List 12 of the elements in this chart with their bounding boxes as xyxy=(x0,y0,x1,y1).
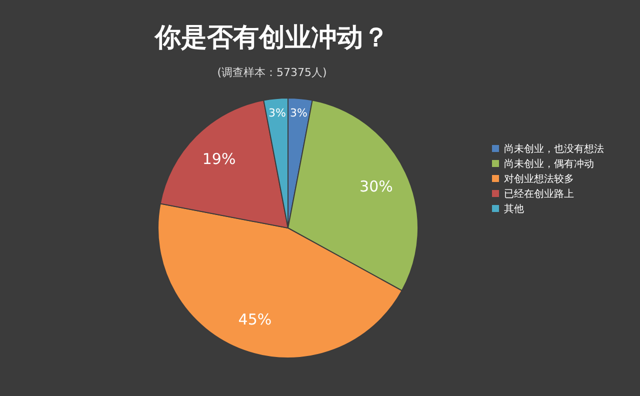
legend-label: 尚未创业，也没有想法 xyxy=(504,143,604,155)
legend-label: 已经在创业路上 xyxy=(504,188,574,200)
data-label: 3% xyxy=(290,106,308,120)
chart-title: 你是否有创业冲动？ xyxy=(154,23,389,53)
legend-label: 其他 xyxy=(504,203,524,215)
legend-label: 对创业想法较多 xyxy=(504,173,574,185)
data-label: 3% xyxy=(268,106,286,120)
data-label: 19% xyxy=(202,150,236,168)
data-label: 45% xyxy=(238,310,272,329)
data-label: 30% xyxy=(360,177,393,196)
legend-label: 尚未创业，偶有冲动 xyxy=(504,158,594,170)
chart-subtitle: (调查样本：57375人) xyxy=(217,66,327,79)
